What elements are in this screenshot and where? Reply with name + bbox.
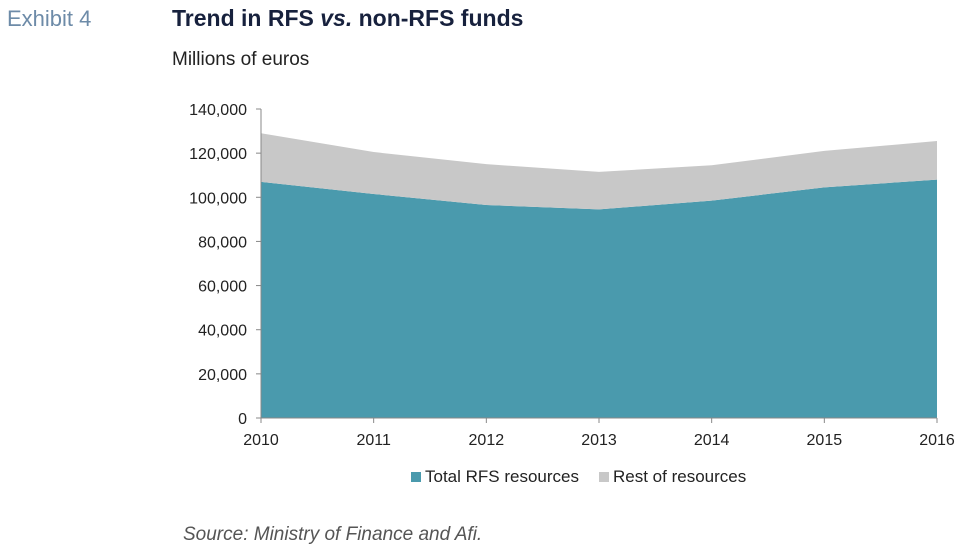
- x-tick-label: 2016: [919, 432, 955, 449]
- title-part-2: non-RFS funds: [352, 5, 524, 31]
- y-tick-label: 80,000: [198, 234, 247, 251]
- x-tick-label: 2011: [356, 432, 391, 449]
- x-tick-label: 2013: [581, 432, 617, 449]
- legend-item-rest: Rest of resources: [599, 467, 746, 487]
- chart-subtitle: Millions of euros: [172, 49, 310, 70]
- title-part-vs: vs.: [320, 5, 353, 31]
- y-tick-label: 0: [238, 411, 247, 428]
- source-note: Source: Ministry of Finance and Afi.: [183, 524, 483, 545]
- legend-item-rfs: Total RFS resources: [411, 467, 579, 487]
- axes: 0 20,000 40,000 60,000 80,000 100,000 120,000 1…: [189, 102, 955, 449]
- legend: Total RFS resources Rest of resources: [411, 467, 766, 487]
- chart-title: Trend in RFS vs. non-RFS funds: [172, 5, 523, 32]
- y-tick-label: 60,000: [198, 279, 247, 296]
- y-tick-label: 120,000: [189, 146, 247, 163]
- exhibit-label: Exhibit 4: [7, 6, 92, 31]
- legend-label-rest: Rest of resources: [613, 467, 747, 486]
- legend-swatch-rest: [599, 472, 609, 482]
- y-tick-label: 140,000: [189, 102, 247, 119]
- y-tick-label: 40,000: [198, 323, 247, 340]
- area-series-rest: [261, 133, 937, 210]
- legend-swatch-rfs: [411, 472, 421, 482]
- y-tick-label: 100,000: [189, 190, 247, 207]
- x-tick-label: 2010: [243, 432, 279, 449]
- x-tick-label: 2012: [469, 432, 505, 449]
- area-series-rfs: [261, 179, 937, 418]
- title-part-1: Trend in RFS: [172, 5, 321, 31]
- areas: [261, 133, 937, 418]
- x-tick-label: 2014: [694, 432, 730, 449]
- x-tick-label: 2015: [807, 432, 843, 449]
- y-tick-label: 20,000: [198, 367, 247, 384]
- legend-label-rfs: Total RFS resources: [425, 467, 579, 486]
